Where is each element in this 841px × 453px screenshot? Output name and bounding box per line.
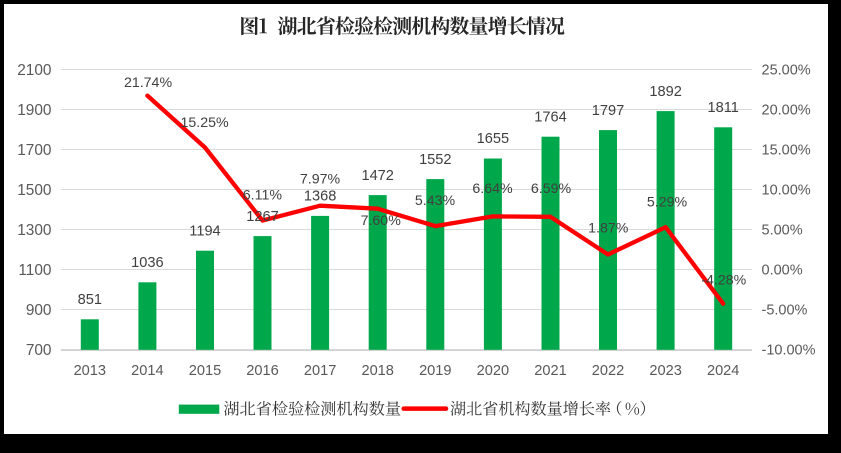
svg-text:6.64%: 6.64% (472, 181, 513, 197)
svg-text:2020: 2020 (477, 363, 509, 379)
svg-text:2013: 2013 (74, 363, 106, 379)
svg-text:1700: 1700 (17, 142, 51, 159)
svg-text:1764: 1764 (534, 109, 566, 125)
svg-text:6.11%: 6.11% (243, 188, 283, 204)
svg-text:1655: 1655 (477, 131, 509, 147)
svg-text:1.87%: 1.87% (588, 220, 629, 236)
svg-text:1194: 1194 (189, 223, 220, 239)
svg-text:-4.28%: -4.28% (701, 273, 746, 289)
svg-text:900: 900 (26, 302, 52, 319)
svg-text:5.00%: 5.00% (762, 223, 803, 239)
svg-text:20.00%: 20.00% (762, 103, 811, 119)
svg-text:2016: 2016 (246, 363, 278, 379)
svg-text:21.74%: 21.74% (124, 75, 173, 91)
svg-text:1900: 1900 (17, 102, 51, 119)
svg-text:851: 851 (78, 292, 102, 308)
svg-text:2024: 2024 (707, 363, 739, 379)
svg-text:1811: 1811 (708, 100, 739, 116)
svg-text:-10.00%: -10.00% (762, 343, 816, 359)
svg-text:1267: 1267 (246, 209, 278, 225)
svg-text:5.43%: 5.43% (415, 193, 456, 209)
svg-text:2023: 2023 (649, 363, 681, 379)
svg-text:2018: 2018 (361, 363, 393, 379)
svg-text:2014: 2014 (131, 363, 163, 379)
svg-text:7.60%: 7.60% (361, 213, 402, 229)
svg-text:1036: 1036 (131, 255, 163, 271)
svg-text:2100: 2100 (17, 62, 51, 79)
svg-text:2015: 2015 (189, 363, 221, 379)
svg-text:25.00%: 25.00% (762, 63, 811, 79)
svg-text:6.59%: 6.59% (531, 181, 572, 197)
svg-text:-5.00%: -5.00% (762, 303, 808, 319)
svg-text:1552: 1552 (419, 152, 451, 168)
svg-text:1500: 1500 (17, 182, 51, 199)
svg-text:1797: 1797 (592, 103, 624, 119)
svg-text:1472: 1472 (361, 168, 393, 184)
svg-text:1892: 1892 (649, 84, 681, 100)
svg-text:1300: 1300 (17, 222, 51, 239)
svg-text:0.00%: 0.00% (762, 263, 803, 279)
svg-text:1368: 1368 (304, 189, 336, 205)
svg-text:5.29%: 5.29% (647, 194, 688, 210)
svg-text:2019: 2019 (419, 363, 451, 379)
svg-text:2017: 2017 (304, 363, 336, 379)
svg-text:10.00%: 10.00% (762, 183, 811, 199)
svg-text:2022: 2022 (592, 363, 624, 379)
svg-text:15.25%: 15.25% (181, 115, 230, 131)
svg-text:1100: 1100 (18, 262, 51, 279)
svg-text:2021: 2021 (534, 363, 566, 379)
svg-text:7.97%: 7.97% (300, 171, 341, 187)
svg-text:700: 700 (26, 342, 52, 359)
svg-text:15.00%: 15.00% (762, 143, 811, 159)
